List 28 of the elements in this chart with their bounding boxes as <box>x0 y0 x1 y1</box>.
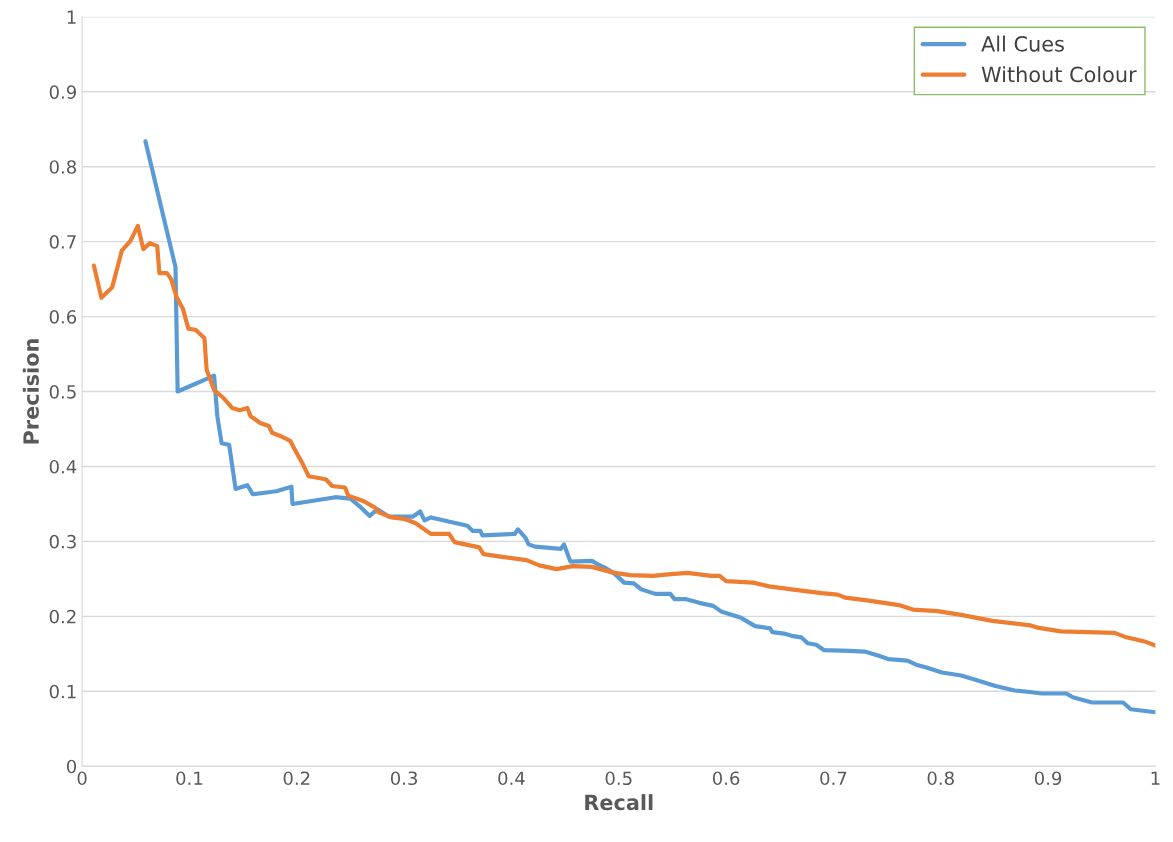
legend-label: All Cues <box>981 35 1064 52</box>
line-series <box>143 139 1156 715</box>
x-tick-label: 0.5 <box>605 771 632 786</box>
y-tick-label: 0.8 <box>49 160 77 174</box>
x-tick-label: 0.3 <box>390 771 418 786</box>
y-tick-label: 1 <box>67 10 76 24</box>
x-tick-label: 1 <box>1151 771 1160 785</box>
x-tick-label: 0.6 <box>712 771 740 786</box>
y-tick-label: 0.5 <box>49 384 76 399</box>
legend-label: Without Colour <box>981 66 1137 83</box>
x-axis-title: Recall <box>585 794 653 811</box>
line-series <box>91 223 1156 648</box>
y-tick-label: 0.9 <box>49 85 76 99</box>
x-tick-label: 0.2 <box>283 771 310 786</box>
x-tick-label: 0.8 <box>927 771 954 786</box>
y-tick-label: 0.2 <box>49 609 76 624</box>
x-tick-label: 0.1 <box>176 771 203 786</box>
y-axis-title: Precision <box>22 339 39 444</box>
x-tick-label: 0 <box>77 771 87 786</box>
y-tick-label: 0.1 <box>49 684 76 699</box>
y-tick-label: 0.3 <box>49 534 76 549</box>
y-tick-label: 0.4 <box>49 459 77 474</box>
x-tick-label: 0.7 <box>820 771 847 786</box>
y-tick-label: 0 <box>66 759 77 774</box>
y-tick-label: 0.7 <box>49 235 76 249</box>
x-tick-label: 0.9 <box>1034 771 1062 786</box>
y-tick-label: 0.6 <box>49 310 77 324</box>
x-tick-label: 0.4 <box>498 771 525 786</box>
